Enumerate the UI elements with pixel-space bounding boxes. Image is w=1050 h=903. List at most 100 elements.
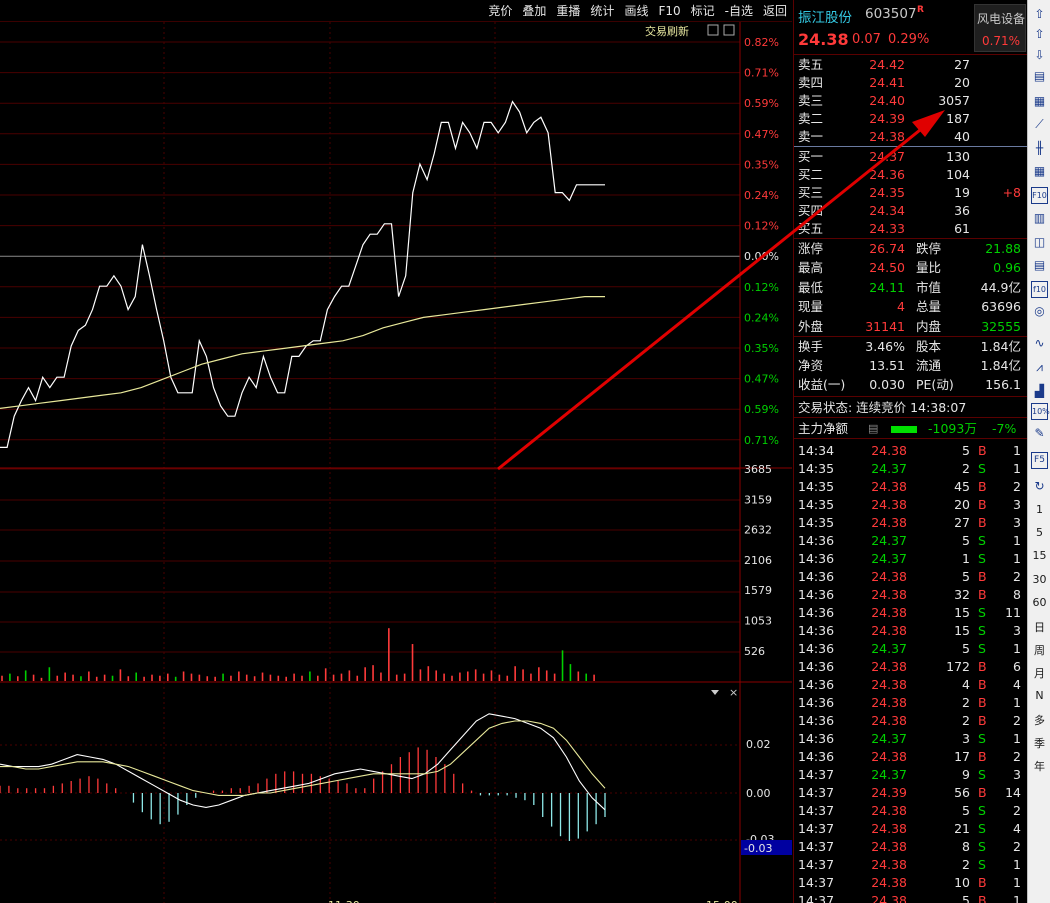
tick-volume: 15 <box>954 623 970 638</box>
f10-alt-icon[interactable]: f10 <box>1031 281 1048 298</box>
refresh-label[interactable]: 交易刷新 <box>645 24 689 38</box>
pct-icon[interactable]: 10% <box>1031 403 1050 420</box>
period-button-3[interactable]: 30 <box>1032 572 1047 586</box>
tick-side: S <box>978 533 986 548</box>
tick-count: 2 <box>1013 839 1021 854</box>
f10-icon[interactable]: F10 <box>1031 187 1048 204</box>
stat-label: 股本 <box>916 339 942 354</box>
tick-row: 14:36 24.38 2 B 1 <box>794 694 1027 712</box>
arrow-down-outline-icon[interactable]: ⇩ <box>1034 48 1045 62</box>
stat-row[interactable]: 收益(一) 0.030 PE(动) 156.1 <box>794 376 1027 394</box>
expand-icon[interactable] <box>707 24 719 36</box>
period-button-9[interactable]: 多 <box>1034 713 1045 727</box>
close-icon[interactable]: × <box>729 686 738 699</box>
f5-icon[interactable]: F5 <box>1031 452 1048 469</box>
chart-a-icon[interactable]: ∿ <box>1034 336 1045 350</box>
tick-count: 4 <box>1013 677 1021 692</box>
bid-row[interactable]: 买四 24.34 36 <box>794 202 1027 220</box>
circle-icon[interactable]: ◎ <box>1034 304 1045 318</box>
period-button-8[interactable]: N <box>1035 688 1044 702</box>
grid-icon[interactable]: ▦ <box>1033 164 1046 178</box>
arrow-up-icon[interactable]: ⇧ <box>1034 7 1045 21</box>
toolbar-button-8[interactable]: 返回 <box>762 3 787 18</box>
period-button-2[interactable]: 15 <box>1032 549 1047 563</box>
toolbar-button-0[interactable]: 竞价 <box>488 3 513 18</box>
stock-name[interactable]: 振江股份 <box>798 10 852 26</box>
intraday-chart[interactable]: 交易刷新 0.82% 0.71% 0.59% 0.47% 0.35% 0.24% 0.12% 0… <box>0 0 792 903</box>
bid-row[interactable]: 买五 24.33 61 <box>794 220 1027 238</box>
bid-row[interactable]: 买三 24.35 19 +8 <box>794 184 1027 202</box>
pencil-icon[interactable]: ✎ <box>1034 426 1045 440</box>
bid-label: 买四 <box>798 203 824 218</box>
stat-row[interactable]: 现量 4 总量 63696 <box>794 298 1027 316</box>
bid-row[interactable]: 买一 24.37 130 <box>794 148 1027 166</box>
sector-box[interactable]: 风电设备 0.71% <box>974 4 1026 52</box>
stat-row[interactable]: 净资 13.51 流通 1.84亿 <box>794 357 1027 375</box>
main-flow-label: 主力净额 <box>798 421 849 436</box>
vol-icon[interactable]: ◫ <box>1033 235 1046 249</box>
list-icon[interactable]: ▤ <box>1033 69 1046 83</box>
toolbar-button-1[interactable]: 叠加 <box>522 3 547 18</box>
tick-count: 8 <box>1013 587 1021 602</box>
tick-time: 14:37 <box>798 857 835 872</box>
tick-row: 14:36 24.37 5 S 1 <box>794 532 1027 550</box>
ask-row[interactable]: 卖四 24.41 20 <box>794 74 1027 92</box>
ask-label: 卖一 <box>798 129 824 144</box>
chart-b-icon[interactable]: ⩘ <box>1036 360 1043 374</box>
tick-side: B <box>978 569 987 584</box>
ask-row[interactable]: 卖三 24.40 3057 <box>794 92 1027 110</box>
period-button-0[interactable]: 1 <box>1036 503 1043 516</box>
table-icon[interactable]: ▦ <box>1033 94 1046 108</box>
tick-count: 3 <box>1013 767 1021 782</box>
list-icon[interactable]: ▤ <box>868 422 879 435</box>
chart-c-icon[interactable]: ▟ <box>1034 384 1045 398</box>
stat-row[interactable]: 涨停 26.74 跌停 21.88 <box>794 240 1027 258</box>
bid-price: 24.36 <box>869 167 905 182</box>
ask-row[interactable]: 卖五 24.42 27 <box>794 56 1027 74</box>
volume-tick-label: 3159 <box>744 493 772 506</box>
tick-price: 24.38 <box>871 659 907 674</box>
toolbar-button-6[interactable]: 标记 <box>690 3 715 18</box>
tick-time: 14:36 <box>798 569 835 584</box>
pct-tick-label: 0.24% <box>744 311 779 324</box>
collapse-icon[interactable] <box>723 24 735 36</box>
period-button-4[interactable]: 60 <box>1032 595 1047 609</box>
tick-price: 24.38 <box>871 695 907 710</box>
doc-icon[interactable]: ▤ <box>1033 258 1046 272</box>
toolbar-button-4[interactable]: 画线 <box>624 3 649 18</box>
period-button-11[interactable]: 年 <box>1034 760 1045 774</box>
refresh-icon[interactable]: ↻ <box>1034 479 1045 493</box>
line-chart-icon[interactable]: ⟋ <box>1035 117 1044 131</box>
toolbar-button-2[interactable]: 重播 <box>556 3 581 18</box>
ask-label: 卖五 <box>798 57 824 72</box>
tick-time: 14:36 <box>798 677 835 692</box>
toolbar-button-5[interactable]: F10 <box>658 3 681 18</box>
period-button-1[interactable]: 5 <box>1036 526 1043 540</box>
stat-label: 内盘 <box>916 318 942 334</box>
period-button-5[interactable]: 日 <box>1034 621 1045 634</box>
stat-row[interactable]: 外盘 31141 内盘 32555 <box>794 318 1027 336</box>
ask-row[interactable]: 卖二 24.39 187 <box>794 110 1027 128</box>
toolbar-button-3[interactable]: 统计 <box>590 3 615 18</box>
stat-row[interactable]: 最高 24.50 量比 0.96 <box>794 259 1027 277</box>
bid-volume: 104 <box>946 167 970 182</box>
stat-row[interactable]: 换手 3.46% 股本 1.84亿 <box>794 338 1027 356</box>
toolbar-button-7[interactable]: -自选 <box>724 3 753 18</box>
dropdown-icon[interactable] <box>711 690 719 695</box>
stat-value: 1.84亿 <box>980 339 1021 354</box>
period-button-7[interactable]: 月 <box>1034 667 1045 681</box>
bid-row[interactable]: 买二 24.36 104 <box>794 166 1027 184</box>
bid-price: 24.34 <box>869 203 905 218</box>
period-button-6[interactable]: 周 <box>1034 644 1045 658</box>
volume-tick-label: 2632 <box>744 524 772 537</box>
tick-count: 1 <box>1013 641 1021 656</box>
arrow-up-outline-icon[interactable]: ⇧ <box>1034 27 1045 41</box>
candlestick-icon[interactable]: ╫ <box>1035 141 1044 155</box>
tick-price: 24.38 <box>871 587 907 602</box>
ask-row[interactable]: 卖一 24.38 40 <box>794 128 1027 146</box>
period-button-10[interactable]: 季 <box>1034 737 1045 750</box>
bid-price: 24.35 <box>869 185 905 200</box>
main-flow-pct: -7% <box>992 421 1017 436</box>
stat-row[interactable]: 最低 24.11 市值 44.9亿 <box>794 279 1027 297</box>
bars-icon[interactable]: ▥ <box>1033 211 1046 225</box>
